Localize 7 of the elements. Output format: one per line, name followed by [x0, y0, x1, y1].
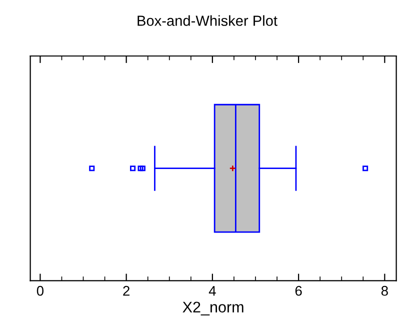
- x-tick-label: 8: [381, 286, 388, 296]
- x-tick-label: 2: [123, 286, 130, 296]
- x-tick-label: 4: [208, 286, 216, 296]
- x-axis-title: X2_norm: [182, 302, 244, 316]
- x-tick-label: 0: [36, 286, 44, 296]
- x-tick-label: 6: [295, 286, 302, 296]
- chart-title: Box-and-Whisker Plot: [138, 15, 278, 26]
